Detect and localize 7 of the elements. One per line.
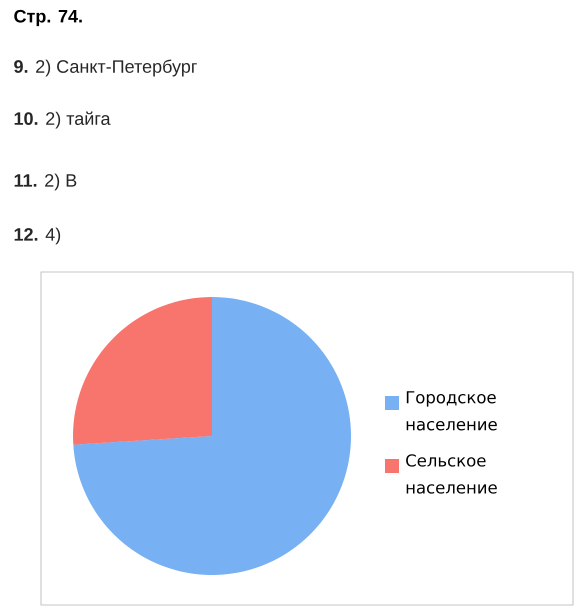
text: 10. 2) тайга: [14, 111, 111, 129]
legend-label: Городское население: [406, 391, 497, 430]
chart-title: Стр. 74.: [14, 10, 82, 26]
text: 11. 2) В: [14, 174, 76, 190]
legend-label: Сельское население: [406, 454, 497, 494]
text: 9. 2) Санкт-Петербург: [14, 60, 197, 76]
text: 12. 4): [14, 228, 60, 244]
